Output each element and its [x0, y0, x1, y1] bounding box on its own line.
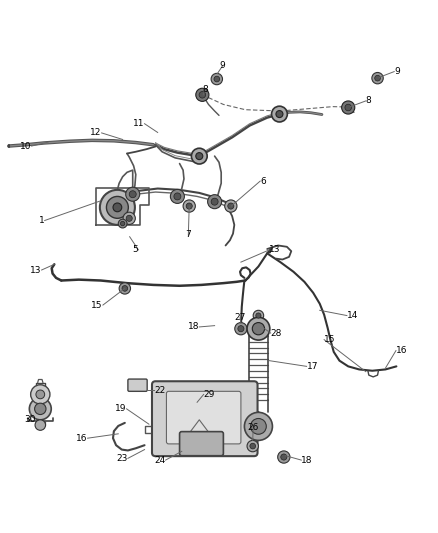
Circle shape [122, 286, 127, 291]
Circle shape [29, 398, 51, 420]
FancyBboxPatch shape [128, 379, 147, 391]
Circle shape [118, 219, 127, 228]
Circle shape [374, 75, 380, 81]
FancyBboxPatch shape [152, 381, 258, 456]
Circle shape [256, 313, 261, 318]
FancyBboxPatch shape [166, 391, 241, 444]
Text: 9: 9 [219, 61, 226, 70]
Circle shape [199, 92, 206, 98]
Text: 18: 18 [301, 456, 313, 465]
Circle shape [106, 197, 128, 219]
Text: 8: 8 [202, 85, 208, 94]
Circle shape [228, 203, 234, 209]
Circle shape [119, 282, 131, 294]
Circle shape [126, 215, 132, 221]
Text: 29: 29 [204, 390, 215, 399]
Text: 23: 23 [117, 454, 128, 463]
Circle shape [278, 451, 290, 463]
Text: 12: 12 [90, 128, 102, 138]
Circle shape [372, 72, 383, 84]
Circle shape [211, 74, 223, 85]
Circle shape [31, 385, 50, 404]
Circle shape [35, 420, 46, 430]
Circle shape [186, 203, 192, 209]
Text: 7: 7 [185, 230, 191, 239]
Circle shape [35, 403, 46, 415]
Text: 30: 30 [24, 415, 35, 424]
Circle shape [281, 454, 287, 460]
Text: 6: 6 [260, 176, 266, 185]
Circle shape [191, 148, 207, 164]
Circle shape [272, 106, 287, 122]
Circle shape [276, 110, 283, 118]
Circle shape [238, 326, 244, 332]
Circle shape [250, 443, 255, 449]
Circle shape [129, 191, 136, 198]
Circle shape [113, 203, 122, 212]
Text: 14: 14 [347, 311, 358, 320]
Text: 16: 16 [76, 434, 88, 443]
Circle shape [252, 322, 265, 335]
Text: 13: 13 [30, 265, 42, 274]
Text: 15: 15 [324, 335, 336, 344]
Text: 19: 19 [115, 405, 127, 414]
Circle shape [211, 198, 218, 205]
Circle shape [196, 152, 203, 159]
Circle shape [123, 212, 135, 224]
Text: 16: 16 [396, 346, 407, 355]
Circle shape [174, 193, 181, 200]
Text: 9: 9 [394, 67, 400, 76]
Circle shape [345, 104, 352, 111]
Circle shape [235, 322, 247, 335]
Text: 24: 24 [154, 456, 166, 465]
Circle shape [251, 418, 266, 434]
Circle shape [342, 101, 355, 114]
Circle shape [208, 195, 222, 209]
Text: 17: 17 [307, 362, 318, 371]
Circle shape [196, 88, 209, 101]
Circle shape [247, 440, 258, 452]
Circle shape [214, 76, 219, 82]
Text: 26: 26 [247, 423, 259, 432]
Circle shape [126, 187, 140, 201]
Circle shape [244, 413, 272, 440]
FancyBboxPatch shape [180, 432, 223, 456]
Circle shape [247, 317, 270, 340]
Circle shape [253, 310, 264, 321]
Text: 13: 13 [269, 245, 281, 254]
Text: 18: 18 [188, 322, 199, 332]
Text: 27: 27 [234, 313, 246, 322]
Text: 10: 10 [20, 142, 32, 150]
Circle shape [225, 200, 237, 212]
Text: 5: 5 [133, 245, 138, 254]
Circle shape [100, 190, 135, 225]
Text: 11: 11 [133, 119, 145, 128]
Circle shape [120, 221, 125, 226]
Circle shape [170, 189, 184, 204]
Text: 1: 1 [39, 216, 45, 225]
Text: 22: 22 [154, 385, 166, 394]
Circle shape [36, 390, 45, 399]
Text: 28: 28 [271, 328, 282, 337]
Text: 8: 8 [366, 96, 371, 106]
Text: 15: 15 [92, 301, 103, 310]
Circle shape [183, 200, 195, 212]
